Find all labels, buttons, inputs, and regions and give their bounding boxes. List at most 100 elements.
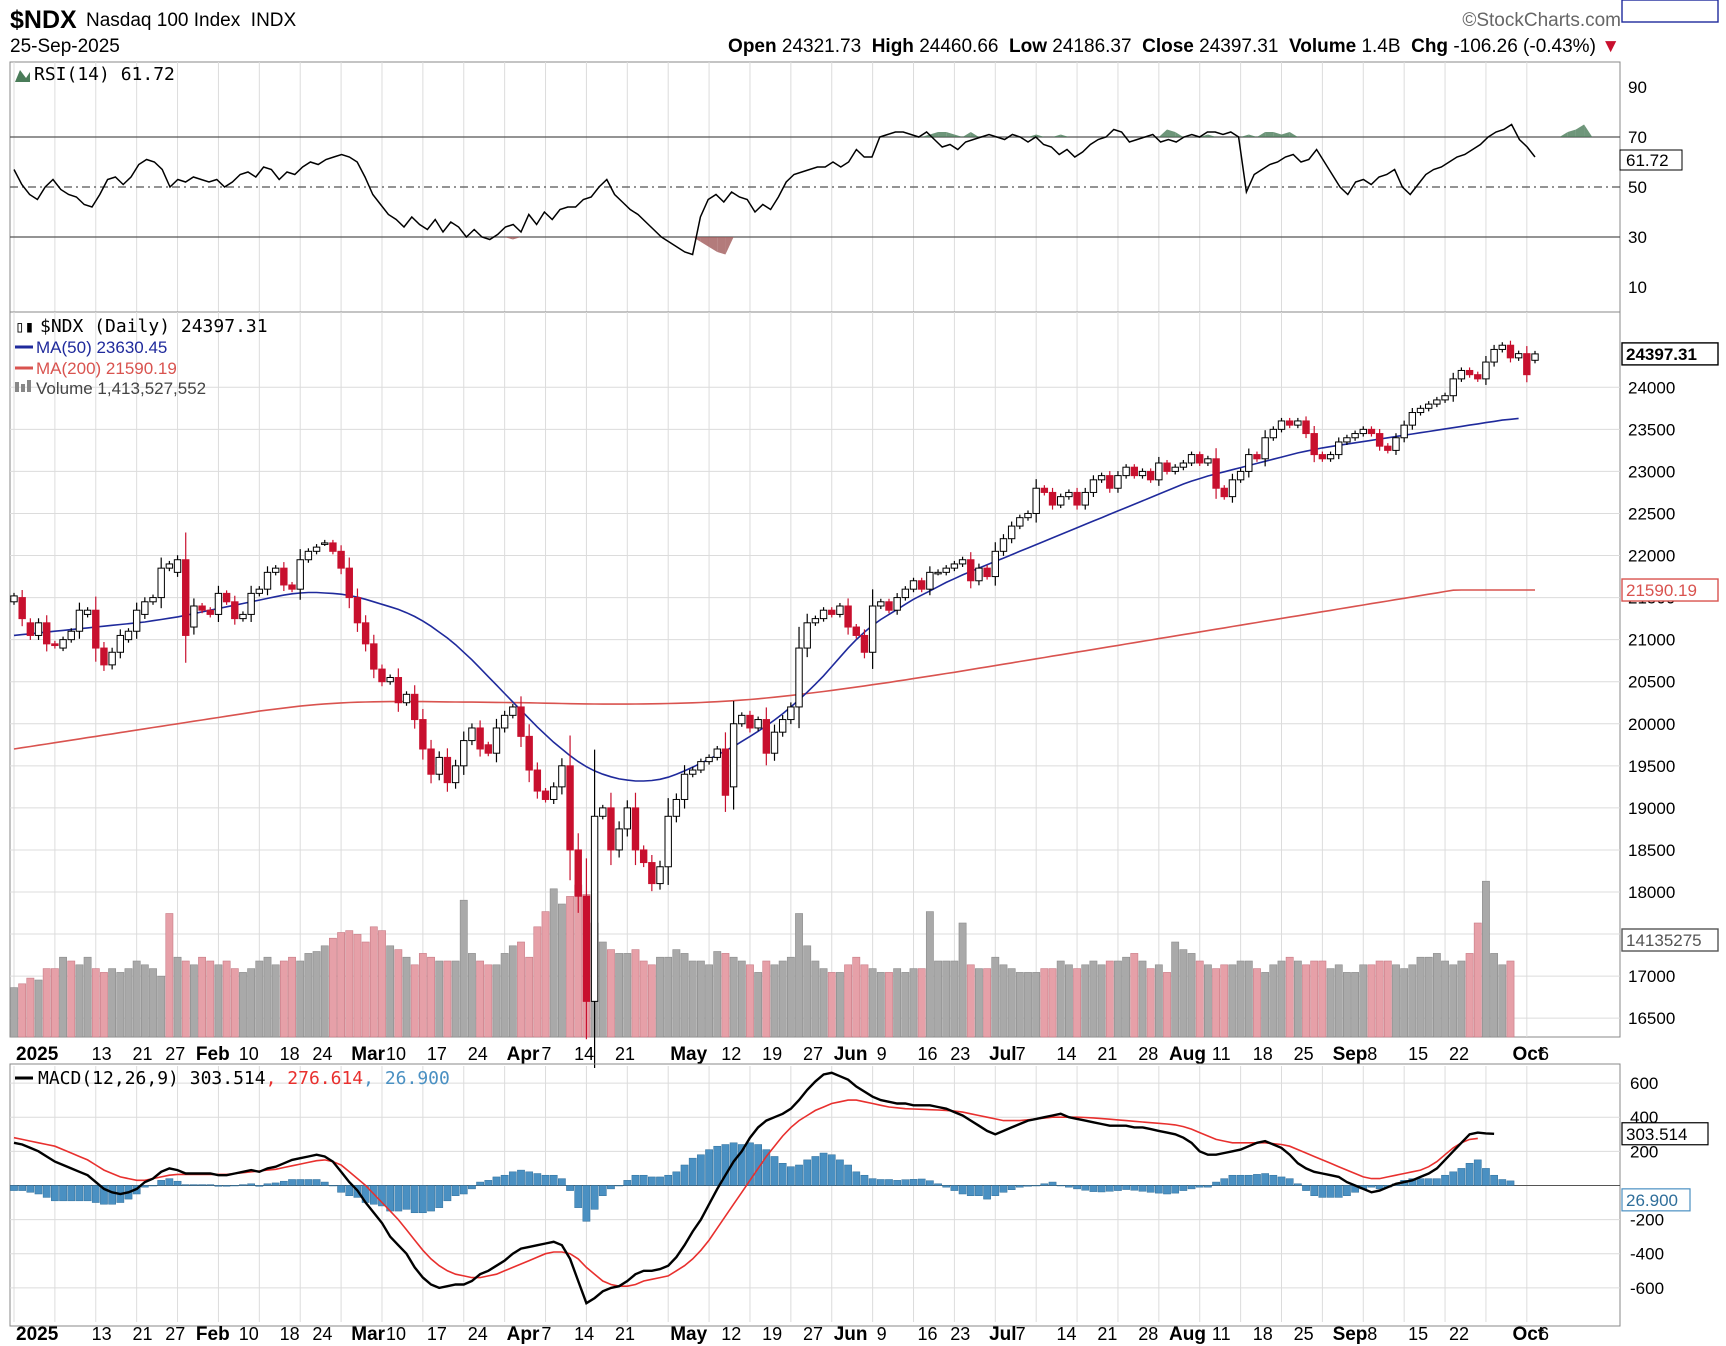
macd-hist-bar: [459, 1185, 468, 1195]
volume-bar: [1220, 964, 1229, 1038]
price-tick-label: 22500: [1628, 504, 1675, 523]
volume-bar: [1236, 960, 1245, 1038]
macd-x-label: 19: [762, 1324, 782, 1344]
price-x-label: 15: [1408, 1044, 1428, 1064]
rsi-tick-label: 10: [1628, 278, 1647, 297]
price-x-label: 16: [918, 1044, 938, 1064]
candle-body: [1310, 433, 1318, 456]
volume-bar: [222, 960, 231, 1038]
macd-hist-bar: [149, 1185, 157, 1187]
rsi-oversold-fill: [512, 237, 521, 240]
macd-hist-bar: [1334, 1185, 1343, 1198]
macd-x-label: 2025: [16, 1324, 59, 1345]
exchange-label: INDX: [250, 10, 297, 31]
candle-body: [296, 559, 304, 590]
candle-body: [1163, 462, 1171, 472]
volume-bar: [59, 956, 67, 1038]
candle-body: [75, 609, 84, 632]
rsi-legend: RSI(14) 61.72: [15, 64, 175, 85]
candle-body: [1424, 403, 1433, 409]
volume-bar: [664, 956, 673, 1038]
macd-x-label: Aug: [1169, 1324, 1206, 1345]
macd-hist-bar: [1424, 1178, 1433, 1186]
candle-body: [1073, 491, 1081, 506]
volume-bar: [353, 934, 362, 1038]
candle-body: [607, 807, 615, 851]
volume-bar: [157, 975, 166, 1038]
macd-hist-bar: [656, 1176, 664, 1186]
macd-x-label: 15: [1408, 1324, 1428, 1344]
candle-body: [975, 567, 983, 582]
volume-bar: [893, 968, 902, 1038]
macd-x-label: 11: [1212, 1324, 1231, 1344]
volume-bar: [1392, 964, 1400, 1038]
volume-bar: [500, 953, 509, 1038]
volume-bar: [566, 896, 574, 1038]
volume-bar: [508, 945, 517, 1038]
macd-x-label: 21: [615, 1324, 635, 1344]
macd-x-label: Jul: [989, 1324, 1016, 1345]
volume-bar: [108, 968, 117, 1038]
candle-body: [1408, 412, 1417, 426]
candle-body: [558, 765, 566, 788]
macd-hist-bar: [263, 1183, 272, 1186]
candle-body: [1024, 512, 1032, 519]
volume-bar: [1465, 953, 1474, 1038]
volume-bar: [1048, 968, 1057, 1038]
macd-x-label: 21: [1097, 1324, 1117, 1344]
volume-bar: [1032, 972, 1041, 1038]
price-legend-symbol-icon: ▯▮: [15, 317, 34, 336]
volume-bar: [1285, 956, 1294, 1038]
rsi-overbought-fill: [1281, 132, 1290, 137]
rsi-overbought-fill: [1060, 134, 1069, 137]
volume-bar: [1187, 953, 1196, 1038]
candle-body: [26, 622, 35, 636]
candle-body: [958, 559, 967, 565]
macd-hist-bar: [623, 1180, 632, 1186]
macd-hist-bar: [173, 1180, 182, 1186]
candle-body: [1375, 433, 1384, 447]
candle-body: [615, 828, 623, 851]
candle-body: [116, 634, 125, 653]
volume-bar: [34, 979, 43, 1038]
macd-hist-bar: [1269, 1174, 1278, 1186]
rsi-overbought-fill: [1567, 129, 1576, 137]
ma200-badge: 21590.19: [1626, 581, 1697, 600]
volume-bar: [1269, 964, 1278, 1038]
candle-body: [182, 559, 190, 636]
rsi-overbought-fill: [929, 132, 939, 137]
candle-body: [697, 761, 705, 771]
candle-body: [1457, 369, 1466, 380]
volume-label: Volume: [1288, 36, 1357, 57]
candle-body: [648, 862, 656, 885]
candle-body: [149, 597, 157, 603]
macd-hist-bar: [1065, 1185, 1073, 1188]
macd-hist-bar: [1310, 1185, 1319, 1196]
price-x-label: 11: [1212, 1044, 1231, 1064]
price-tick-label: 23000: [1628, 462, 1675, 481]
volume-bar: [795, 913, 803, 1038]
candle-body: [991, 550, 999, 578]
candle-body: [893, 597, 901, 611]
macd-hist-bar: [958, 1185, 967, 1195]
candle-body: [173, 559, 182, 573]
candle-body: [1212, 458, 1220, 489]
macd-hist-bar: [737, 1144, 746, 1186]
open-value: 24321.73: [781, 36, 862, 57]
macd-legend-macd: 303.514: [190, 1068, 266, 1089]
macd-x-label: 21: [132, 1324, 152, 1344]
volume-bar: [1375, 960, 1384, 1038]
macd-hist-bar: [795, 1164, 803, 1186]
candle-body: [1343, 437, 1351, 443]
candle-body: [141, 601, 149, 615]
volume-bar: [1383, 960, 1392, 1038]
macd-x-label: 7: [541, 1324, 551, 1344]
price-x-label: 2025: [16, 1044, 59, 1065]
volume-bar: [557, 903, 566, 1038]
macd-hist-bar: [590, 1185, 599, 1210]
macd-hist-bar: [688, 1157, 697, 1186]
macd-hist-bar: [1367, 1185, 1376, 1188]
candle-body: [877, 601, 885, 607]
volume-bar: [239, 972, 247, 1038]
volume-bar: [1073, 968, 1081, 1038]
